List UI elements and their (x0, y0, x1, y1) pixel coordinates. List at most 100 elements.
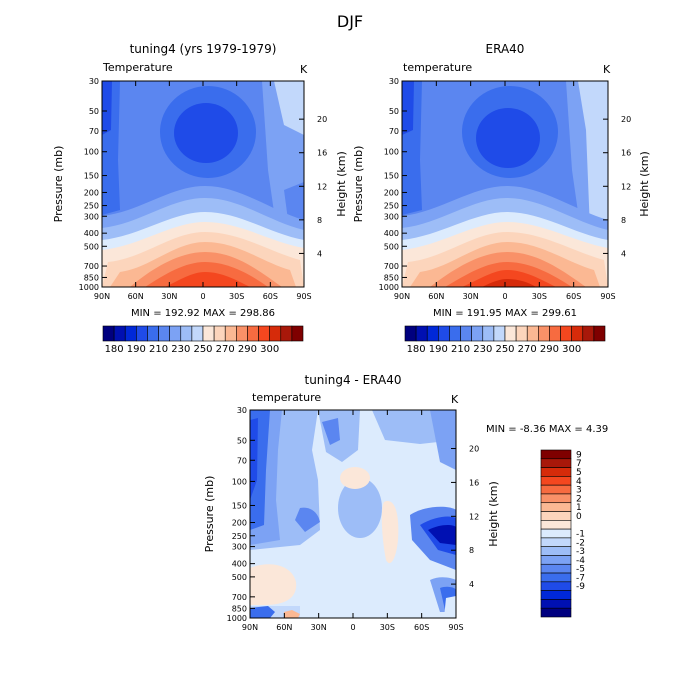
max-value: 299.61 (542, 308, 577, 319)
panel-difference: tuning4 - ERA40 temperature K Pressure (… (203, 373, 608, 632)
x-tick-label: 60S (566, 292, 581, 301)
colorbar-swatch (213, 325, 226, 342)
panel-title: tuning4 (yrs 1979-1979) (130, 42, 277, 56)
contour-fill (381, 501, 399, 564)
colorbar-swatch (540, 511, 572, 521)
colorbar-label: -7 (576, 573, 585, 583)
colorbar-swatch (158, 325, 170, 342)
y-tick-label: 100 (232, 477, 247, 486)
max-value: 298.86 (240, 308, 275, 319)
y-right-tick-label: 16 (469, 478, 479, 487)
min-label: MIN = (131, 308, 162, 319)
x-tick-label: 0 (350, 623, 355, 632)
colorbar: 180 190 210 230 250 270 290 300 (102, 325, 304, 355)
x-tick-label: 30N (161, 292, 177, 301)
colorbar-swatch (540, 458, 572, 468)
colorbar-swatch (291, 325, 304, 342)
colorbar-label: 300 (260, 344, 279, 355)
colorbar-label: 3 (576, 486, 582, 496)
x-tick-label: 30S (532, 292, 547, 301)
colorbar-label: 270 (216, 344, 235, 355)
colorbar-label: 290 (238, 344, 257, 355)
min-label: MIN = (486, 424, 517, 435)
colorbar-swatch (540, 528, 572, 539)
colorbar-swatch (236, 325, 248, 342)
y-right-tick-label: 8 (621, 216, 626, 225)
y-tick-label: 200 (84, 188, 99, 197)
contour-fill (476, 108, 540, 168)
y-tick-label: 70 (89, 127, 99, 136)
panel-model: tuning4 (yrs 1979-1979) Temperature K Pr… (52, 42, 348, 355)
y-tick-label: 30 (237, 406, 247, 415)
min-max-stats: MIN = 192.92 MAX = 298.86 (131, 308, 275, 319)
colorbar-swatch (136, 325, 148, 342)
y-tick-label: 50 (389, 107, 399, 116)
colorbar-swatch (471, 325, 484, 342)
min-label: MIN = (433, 308, 464, 319)
colorbar-swatch (571, 325, 584, 342)
colorbar-swatch (426, 325, 439, 342)
axis-ticks: 90N 60N 30N 0 30S 60S 90S305070100150200250300… (227, 406, 480, 632)
colorbar-swatch (438, 325, 450, 342)
y-tick-label: 100 (384, 148, 399, 157)
min-value: -8.36 (520, 424, 546, 435)
y-right-tick-label: 20 (621, 115, 631, 124)
y-tick-label: 700 (84, 262, 99, 271)
axis-ticks: 90N 60N 30N 0 30S 60S 90S305070100150200250300… (79, 77, 328, 301)
axis-ticks: 90N 60N 30N 0 30S 60S 90S305070100150200250300… (379, 77, 632, 301)
y-tick-label: 500 (384, 242, 399, 251)
colorbar-swatch (404, 325, 417, 342)
contour-fill (402, 81, 414, 135)
y-right-tick-label: 16 (317, 149, 327, 158)
colorbar-label: 180 (105, 344, 124, 355)
colorbar-label: 210 (451, 344, 470, 355)
colorbar-swatch (540, 467, 572, 477)
colorbar-label: -9 (576, 582, 585, 592)
contour-fill (430, 410, 456, 470)
y-tick-label: 200 (384, 188, 399, 197)
y-axis-right-label: Height (km) (487, 481, 500, 547)
panel-title: tuning4 - ERA40 (305, 373, 402, 387)
x-tick-label: 0 (502, 292, 507, 301)
colorbar-swatch (515, 325, 528, 342)
colorbar-label: 1 (576, 503, 582, 513)
y-tick-label: 850 (232, 604, 247, 613)
colorbar-swatch (415, 325, 428, 342)
x-tick-label: 60N (276, 623, 292, 632)
colorbar-swatch (102, 325, 115, 342)
contour-fill (338, 478, 382, 538)
colorbar-label: 230 (473, 344, 492, 355)
max-label: MAX = (505, 308, 539, 319)
contour-fill (340, 467, 370, 489)
contour-fill (322, 418, 340, 445)
x-tick-label: 30N (463, 292, 479, 301)
y-axis-label: Pressure (mb) (52, 146, 65, 223)
contour-fill (578, 81, 608, 235)
colorbar-swatch (493, 325, 506, 342)
colorbar-swatch (540, 520, 572, 530)
y-tick-label: 850 (84, 273, 99, 282)
colorbar-swatch (540, 599, 572, 609)
x-tick-label: 60N (428, 292, 444, 301)
colorbar-swatch (147, 325, 159, 342)
x-tick-label: 60N (128, 292, 144, 301)
colorbar-swatch (540, 555, 572, 565)
x-tick-label: 90N (94, 292, 110, 301)
colorbar-swatch (540, 537, 572, 547)
colorbar-swatch (540, 546, 572, 556)
y-right-tick-label: 4 (469, 580, 474, 589)
contour-fill (462, 270, 556, 287)
x-tick-label: 90S (600, 292, 615, 301)
unit-label: K (451, 393, 459, 406)
max-label: MAX = (549, 424, 583, 435)
colorbar-swatch (247, 325, 259, 342)
colorbar-label: 250 (495, 344, 514, 355)
colorbar-label: 300 (562, 344, 581, 355)
colorbar-swatch (449, 325, 461, 342)
y-right-tick-label: 4 (317, 249, 322, 258)
contour-fill (284, 182, 304, 222)
contour-fill (284, 610, 300, 618)
colorbar-swatch (540, 590, 572, 600)
y-right-tick-label: 12 (469, 512, 479, 521)
